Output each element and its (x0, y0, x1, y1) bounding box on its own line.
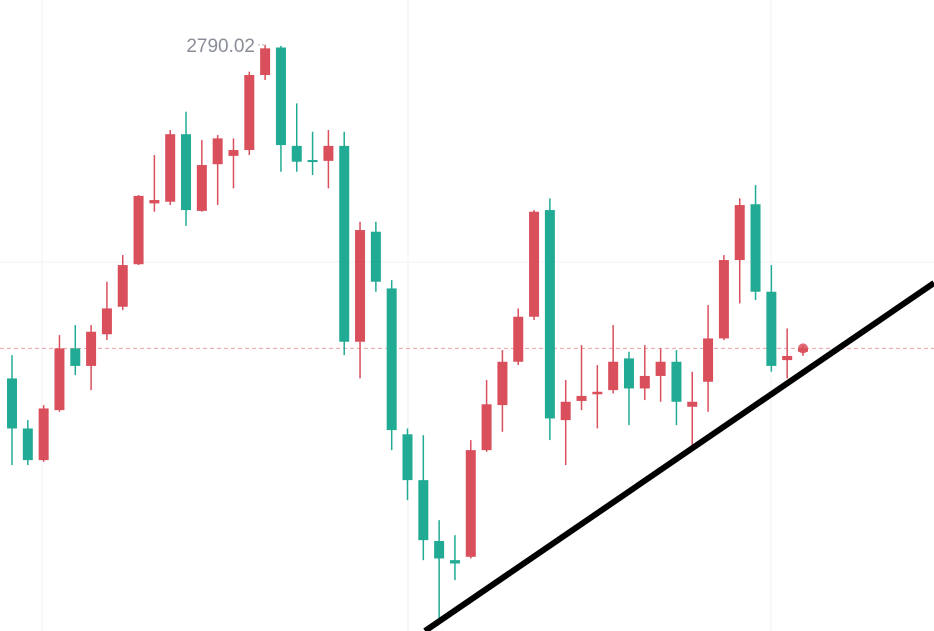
candle-body (576, 395, 587, 401)
candle-body (165, 134, 176, 202)
candle-body (465, 450, 476, 557)
candle-body (513, 316, 524, 362)
candle-body (560, 401, 571, 421)
candle-body (260, 48, 271, 76)
candle-body (275, 47, 286, 146)
candle-body (703, 338, 714, 382)
candle-body (402, 434, 413, 481)
candle-body (544, 210, 555, 419)
candle-body (307, 160, 318, 163)
candle-body (592, 391, 603, 395)
candle-body (782, 355, 793, 361)
candle-body (22, 428, 33, 461)
candle-body (212, 138, 223, 165)
candle-body (355, 230, 366, 342)
candle-body (181, 134, 192, 211)
candle-body (386, 288, 397, 431)
candle-body (734, 205, 745, 261)
candle-body (655, 361, 666, 376)
candle-body (608, 361, 619, 391)
candle-body (671, 361, 682, 402)
candle-body (481, 404, 492, 451)
candle-body (750, 204, 761, 292)
candle-body (38, 408, 49, 461)
candle-body (623, 358, 634, 389)
candle-body (639, 375, 650, 389)
candle-body (687, 401, 698, 407)
candles (0, 44, 934, 621)
candle-body (54, 348, 65, 411)
candle-body (117, 265, 128, 307)
candle-body (7, 378, 17, 429)
candle-body (529, 211, 540, 317)
candle-body (228, 150, 239, 156)
candle-body (133, 195, 144, 265)
trend-line (423, 280, 934, 631)
candle-body (339, 145, 350, 342)
high-label: 2790.02 (186, 36, 255, 57)
candle-body (196, 165, 207, 211)
candle-body (86, 331, 97, 366)
candle-body (244, 75, 255, 151)
candle-body (497, 361, 508, 406)
candle-body (70, 348, 81, 366)
candle-body (418, 480, 429, 541)
last-price-dot (798, 343, 808, 354)
candle-body (370, 231, 381, 282)
candle-body (323, 145, 334, 161)
candle-body (766, 291, 777, 366)
candle-body (149, 200, 160, 204)
candle-body (434, 540, 445, 559)
candle-body (718, 260, 729, 339)
candle-body (101, 308, 112, 335)
candle-body (449, 560, 460, 564)
candle-body (291, 145, 302, 162)
